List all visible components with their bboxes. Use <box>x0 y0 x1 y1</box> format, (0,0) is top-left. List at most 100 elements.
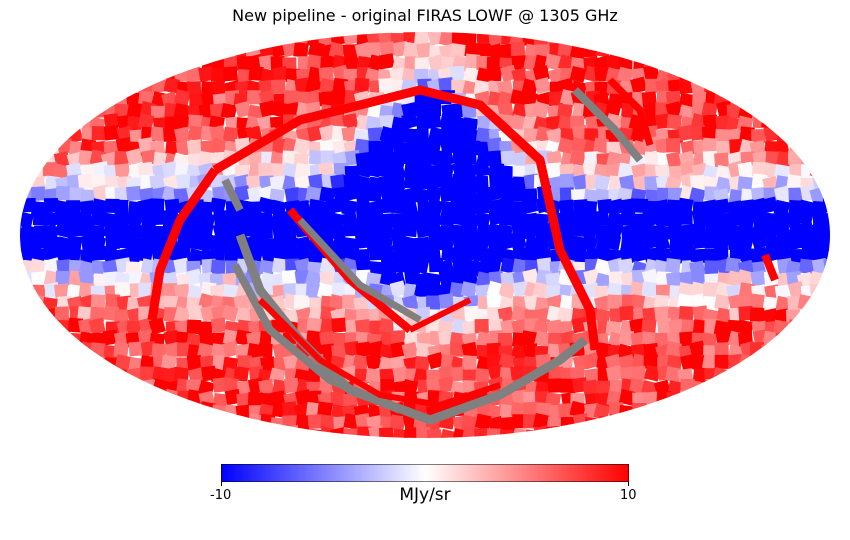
map-pixel <box>822 224 830 239</box>
map-pixel <box>186 354 203 371</box>
map-pixel <box>581 222 597 238</box>
map-pixel <box>666 151 683 168</box>
map-pixel <box>667 187 683 202</box>
map-pixel <box>801 140 817 156</box>
map-pixel <box>486 184 504 202</box>
map-pixel <box>824 174 830 189</box>
map-pixel <box>320 150 335 165</box>
map-pixel <box>825 271 830 286</box>
map-pixel <box>692 367 709 384</box>
map-pixel <box>486 428 502 438</box>
map-pixel <box>689 293 706 310</box>
map-pixel <box>174 283 190 300</box>
map-pixel <box>568 235 586 252</box>
map-pixel <box>630 76 648 94</box>
map-pixel <box>20 223 22 239</box>
map-pixel <box>544 53 562 71</box>
map-pixel <box>705 378 721 394</box>
map-pixel <box>236 392 252 408</box>
map-pixel <box>789 137 805 153</box>
map-pixel <box>233 294 250 311</box>
map-pixel <box>342 44 358 59</box>
map-pixel <box>750 270 767 287</box>
map-pixel <box>403 173 419 190</box>
map-pixel <box>678 305 694 321</box>
map-pixel <box>474 428 489 438</box>
map-pixel <box>714 79 731 96</box>
map-pixel <box>642 209 660 227</box>
map-pixel <box>174 126 191 144</box>
map-pixel <box>330 391 346 407</box>
map-pixel <box>629 318 646 335</box>
map-pixel <box>392 428 409 438</box>
map-pixel <box>486 441 501 456</box>
map-pixel <box>128 341 144 357</box>
map-pixel <box>678 210 693 225</box>
map-pixel <box>403 32 418 46</box>
map-pixel <box>761 342 778 359</box>
map-pixel <box>54 220 72 238</box>
map-pixel <box>461 320 478 337</box>
map-pixel <box>328 294 346 311</box>
map-pixel <box>821 295 830 312</box>
map-pixel <box>271 257 288 274</box>
map-pixel <box>786 213 802 229</box>
map-pixel <box>748 293 765 310</box>
map-pixel <box>331 282 347 297</box>
map-pixel <box>149 234 166 251</box>
map-pixel <box>689 174 706 190</box>
map-pixel <box>352 354 370 371</box>
map-pixel <box>837 187 850 202</box>
map-pixel <box>474 440 488 454</box>
map-pixel <box>42 245 58 261</box>
map-pixel <box>667 213 682 228</box>
map-pixel <box>54 306 70 321</box>
map-pixel <box>210 137 228 155</box>
map-pixel <box>404 441 419 456</box>
map-pixel <box>548 91 564 107</box>
map-pixel <box>616 66 634 84</box>
map-pixel <box>402 127 419 144</box>
map-pixel <box>113 212 130 228</box>
map-pixel <box>29 258 46 275</box>
map-pixel <box>293 42 309 58</box>
map-pixel <box>20 197 23 214</box>
map-title: New pipeline - original FIRAS LOWF @ 130… <box>232 6 618 25</box>
map-pixel <box>150 126 166 142</box>
map-pixel <box>90 306 105 322</box>
map-pixel <box>738 223 754 239</box>
scan-track-red <box>212 85 600 351</box>
map-pixel <box>714 294 731 311</box>
map-pixel <box>392 258 408 273</box>
map-pixel <box>487 66 503 82</box>
map-pixel <box>247 90 262 105</box>
map-pixel <box>163 77 180 94</box>
map-pixel <box>799 258 815 275</box>
map-pixel <box>391 212 406 228</box>
map-pixel <box>174 114 191 131</box>
map-pixel <box>729 246 745 262</box>
map-pixel <box>643 64 660 82</box>
map-pixel <box>595 41 612 58</box>
map-pixel <box>137 113 155 130</box>
map-pixel <box>378 439 393 454</box>
map-pixel <box>173 366 190 383</box>
map-pixel <box>439 428 457 438</box>
map-pixel <box>319 186 336 203</box>
map-pixel <box>605 162 622 180</box>
map-pixel <box>343 68 358 83</box>
map-pixel <box>473 160 491 178</box>
map-pixel <box>416 42 432 59</box>
map-pixel <box>812 307 828 324</box>
map-pixel <box>137 198 154 216</box>
map-pixel <box>88 317 106 335</box>
map-tracks <box>147 77 779 425</box>
map-pixel <box>438 330 454 347</box>
map-pixel <box>498 353 516 371</box>
map-pixel <box>534 390 550 406</box>
map-pixel <box>102 329 119 346</box>
map-pixel <box>655 400 673 418</box>
map-pixel <box>91 198 108 215</box>
map-pixel <box>66 235 82 251</box>
map-pixel <box>140 223 157 240</box>
